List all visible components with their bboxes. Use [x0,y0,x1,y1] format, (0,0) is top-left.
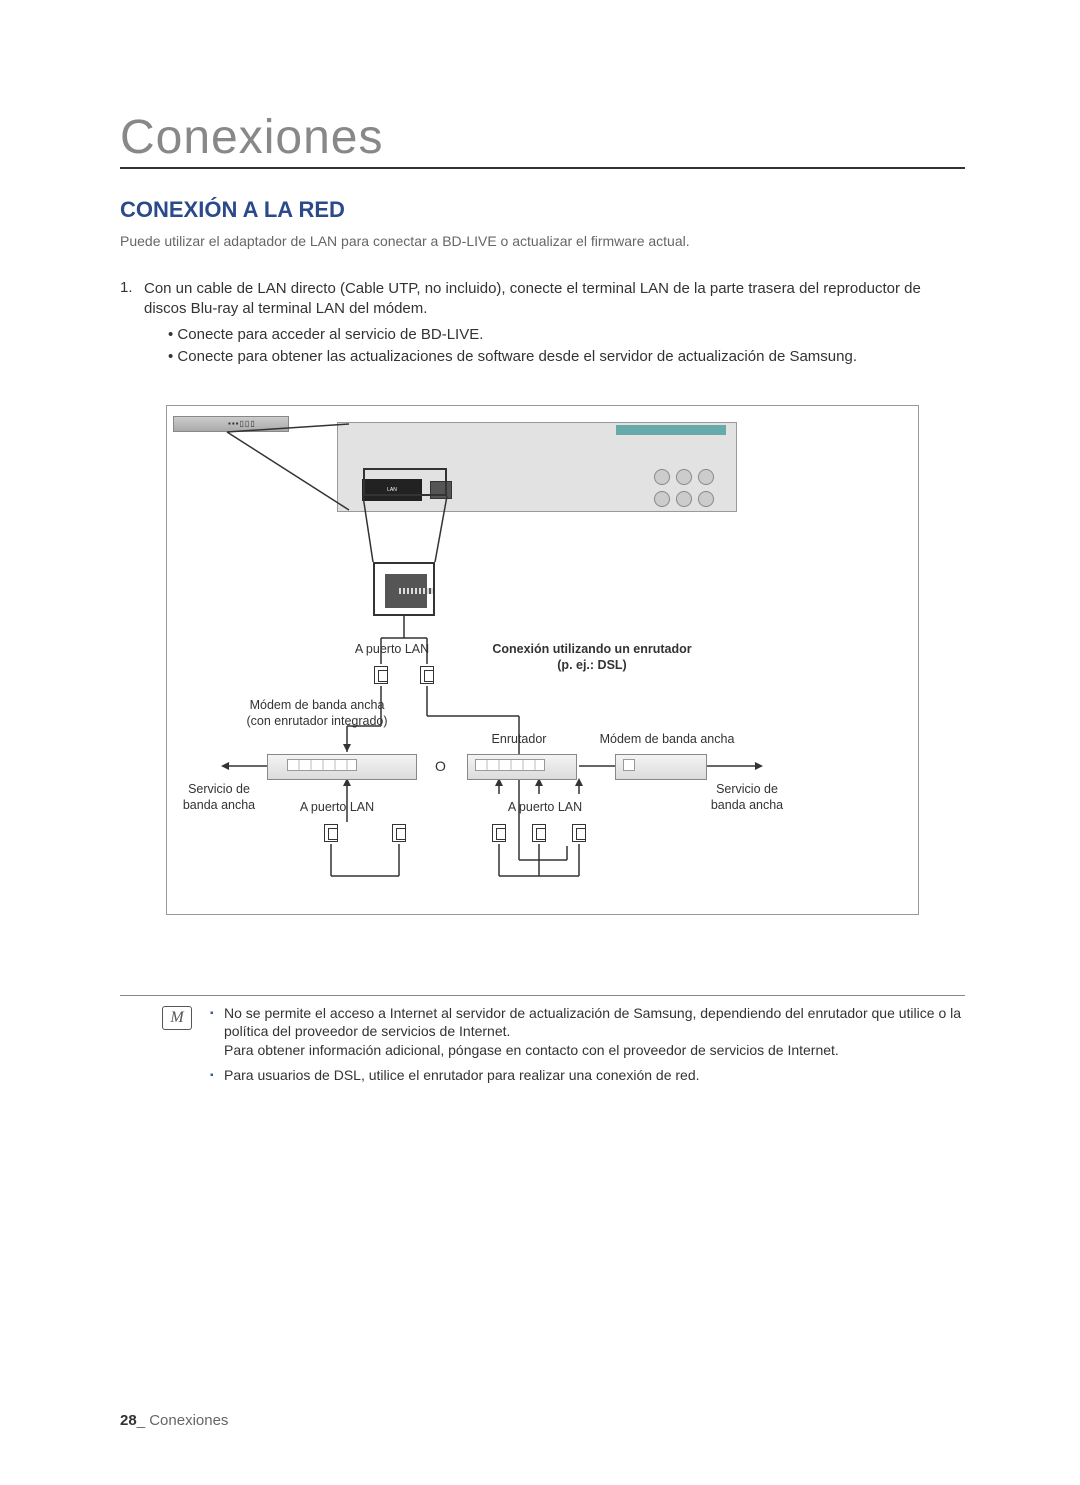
intro-text: Puede utilizar el adaptador de LAN para … [120,233,965,249]
label-servicio-right-2: banda ancha [697,798,797,813]
rj45-icon [392,824,406,842]
step-number: 1. [120,279,144,369]
step-bullet: Conecte para acceder al servicio de BD-L… [168,324,965,347]
note-divider [120,995,965,996]
label-a-puerto-lan-br: A puerto LAN [485,800,605,815]
note-section: M No se permite el acceso a Internet al … [120,995,965,1092]
modem-port-right [623,759,635,771]
jack-icon [698,491,714,507]
step-1: 1. Con un cable de LAN directo (Cable UT… [120,279,965,369]
rj45-icon [420,666,434,684]
lan-port-inner [385,574,427,608]
section-heading: CONEXIÓN A LA RED [120,197,965,223]
zoom-highlight [363,468,447,496]
label-conexion-enrutador-2: (p. ej.: DSL) [477,658,707,673]
label-servicio-left-1: Servicio de [169,782,269,797]
note-icon: M [162,1006,192,1030]
jack-icon [698,469,714,485]
lan-port-zoom [373,562,435,616]
lan-pins [399,588,433,594]
label-servicio-right-1: Servicio de [697,782,797,797]
or-separator: O [435,758,446,774]
player-top-strip: ▪▪▪▯▯▯ [173,416,289,432]
router-ports [475,759,545,771]
label-modem-integrado-1: Módem de banda ancha [227,698,407,713]
page-footer: 28_ Conexiones [120,1412,228,1429]
label-conexion-enrutador: Conexión utilizando un enrutador [477,642,707,657]
jack-icon [654,491,670,507]
label-modem-integrado-2: (con enrutador integrado) [227,714,407,729]
rj45-icon [532,824,546,842]
rj45-icon [374,666,388,684]
footer-section: Conexiones [149,1412,228,1429]
network-diagram: ▪▪▪▯▯▯ LAN [166,405,919,915]
panel-av-jacks [600,453,720,503]
rj45-icon [324,824,338,842]
rj45-icon [572,824,586,842]
label-a-puerto-lan: A puerto LAN [347,642,437,657]
page-number: 28 [120,1412,137,1429]
label-a-puerto-lan-bl: A puerto LAN [277,800,397,815]
step-bullet: Conecte para obtener las actualizaciones… [168,346,965,369]
rj45-icon [492,824,506,842]
label-modem-banda-ancha: Módem de banda ancha [587,732,747,747]
chapter-title: Conexiones [120,110,965,169]
panel-label-strip [616,425,726,435]
footer-sep: _ [137,1412,150,1429]
jack-icon [654,469,670,485]
jack-icon [676,491,692,507]
note-item: Para usuarios de DSL, utilice el enrutad… [210,1066,965,1085]
player-back-panel: LAN [337,422,737,512]
label-enrutador: Enrutador [479,732,559,747]
strip-detail: ▪▪▪▯▯▯ [228,419,256,428]
label-servicio-left-2: banda ancha [169,798,269,813]
step-text: Con un cable de LAN directo (Cable UTP, … [144,280,921,317]
jack-icon [676,469,692,485]
note-item: No se permite el acceso a Internet al se… [210,1004,965,1061]
modem-ports-left [287,759,357,771]
